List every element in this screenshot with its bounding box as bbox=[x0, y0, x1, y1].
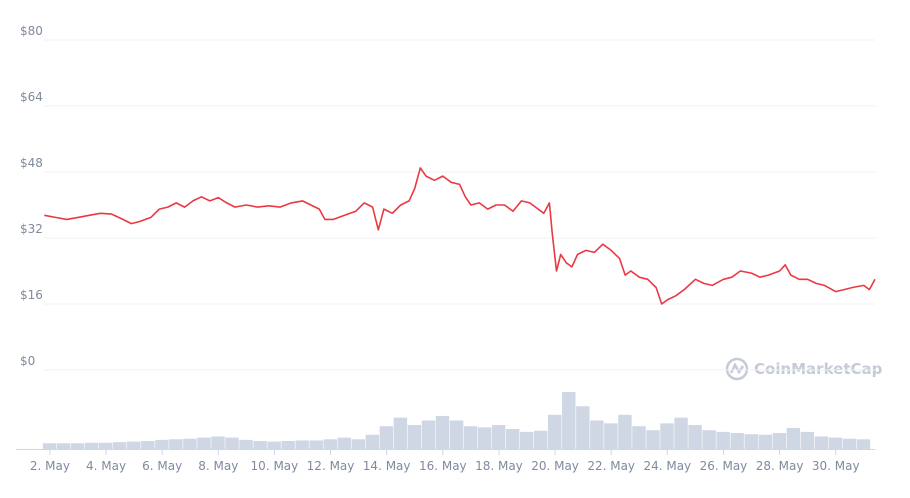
volume-bar bbox=[828, 437, 843, 449]
x-tick-label: 12. May bbox=[307, 459, 355, 473]
volume-bar bbox=[127, 441, 141, 449]
volume-bar bbox=[618, 414, 632, 449]
y-tick-label: $64 bbox=[20, 90, 43, 104]
x-tick-label: 16. May bbox=[419, 459, 467, 473]
volume-bar bbox=[337, 437, 351, 449]
volume-bar bbox=[239, 439, 253, 449]
y-tick-label: $0 bbox=[20, 354, 35, 368]
volume-bar bbox=[758, 434, 772, 449]
volume-bar bbox=[281, 441, 295, 449]
volume-bar bbox=[716, 431, 730, 449]
volume-bar bbox=[646, 430, 660, 449]
volume-bar bbox=[351, 439, 366, 449]
x-tick-label: 22. May bbox=[587, 459, 635, 473]
volume-bar bbox=[42, 443, 57, 449]
x-tick-label: 18. May bbox=[475, 459, 523, 473]
volume-bar bbox=[113, 442, 127, 449]
volume-bar bbox=[604, 423, 618, 449]
y-tick-label: $16 bbox=[20, 288, 43, 302]
volume-bar bbox=[211, 436, 225, 449]
volume-bar bbox=[590, 420, 604, 449]
volume-bar bbox=[842, 438, 857, 449]
volume-bar bbox=[449, 420, 464, 449]
volume-bar bbox=[744, 434, 758, 449]
volume-bar bbox=[309, 440, 323, 449]
x-tick-label: 8. May bbox=[198, 459, 238, 473]
volume-bar bbox=[155, 439, 169, 449]
x-tick-label: 28. May bbox=[756, 459, 804, 473]
volume-bar bbox=[169, 439, 183, 449]
volume-bar bbox=[183, 438, 197, 449]
volume-bar bbox=[84, 442, 99, 449]
volume-bar bbox=[56, 443, 71, 449]
volume-bar bbox=[576, 406, 590, 449]
volume-bar bbox=[730, 433, 744, 449]
volume-bar bbox=[267, 441, 281, 449]
volume-bar bbox=[632, 426, 646, 449]
volume-bar bbox=[491, 425, 506, 449]
y-tick-label: $80 bbox=[20, 24, 43, 38]
volume-bar bbox=[463, 426, 478, 449]
y-tick-label: $48 bbox=[20, 156, 43, 170]
volume-bar bbox=[435, 415, 450, 449]
x-tick-label: 4. May bbox=[86, 459, 126, 473]
volume-bar bbox=[141, 441, 155, 449]
volume-bar bbox=[70, 443, 85, 449]
x-tick-label: 10. May bbox=[251, 459, 299, 473]
volume-bar bbox=[688, 425, 702, 449]
price-line bbox=[44, 167, 876, 305]
volume-bar bbox=[856, 439, 871, 449]
x-tick-label: 24. May bbox=[643, 459, 691, 473]
watermark: CoinMarketCap bbox=[754, 360, 883, 378]
volume-bar bbox=[253, 441, 267, 449]
x-tick-label: 14. May bbox=[363, 459, 411, 473]
x-tick-label: 2. May bbox=[30, 459, 70, 473]
watermark-logo bbox=[725, 357, 749, 381]
x-tick-label: 30. May bbox=[812, 459, 860, 473]
volume-bar bbox=[477, 427, 492, 449]
volume-bar bbox=[365, 434, 380, 449]
volume-bar bbox=[772, 433, 786, 449]
x-tick-label: 6. May bbox=[142, 459, 182, 473]
volume-bar bbox=[421, 420, 436, 449]
volume-bar bbox=[99, 442, 113, 449]
y-tick-label: $32 bbox=[20, 222, 43, 236]
volume-bar bbox=[702, 430, 716, 449]
volume-bar bbox=[393, 417, 408, 449]
volume-bar bbox=[786, 427, 801, 449]
volume-bar bbox=[534, 430, 548, 449]
volume-bar bbox=[505, 429, 520, 449]
volume-bar bbox=[548, 414, 562, 449]
volume-bar bbox=[379, 426, 394, 449]
volume-bar bbox=[197, 437, 211, 449]
volume-bar bbox=[562, 392, 576, 449]
volume-bar bbox=[660, 423, 674, 449]
x-tick-label: 20. May bbox=[531, 459, 579, 473]
volume-bar bbox=[407, 425, 422, 449]
volume-bar bbox=[674, 417, 688, 449]
volume-bar bbox=[295, 440, 309, 449]
volume-bar bbox=[225, 437, 239, 449]
volume-bar bbox=[800, 431, 815, 449]
x-tick-label: 26. May bbox=[700, 459, 748, 473]
volume-bar bbox=[519, 431, 534, 449]
volume-bar bbox=[814, 436, 829, 449]
volume-bar bbox=[323, 439, 337, 449]
